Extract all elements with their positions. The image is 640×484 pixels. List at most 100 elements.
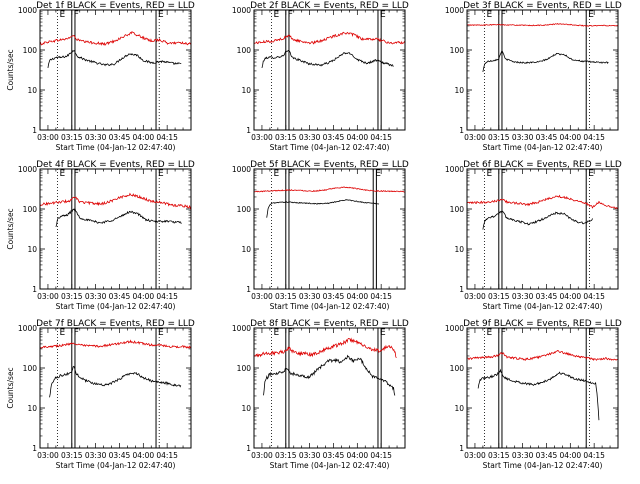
x-tick-label: 04:15 xyxy=(370,292,392,301)
x-tick-label: 03:15 xyxy=(488,292,510,301)
x-tick-label: 03:00 xyxy=(464,451,486,460)
event-marker-label: E xyxy=(158,10,164,20)
x-tick-label: 03:15 xyxy=(275,292,297,301)
event-marker-label: E xyxy=(380,328,386,338)
event-marker-label: F xyxy=(288,10,293,20)
y-tick-label: 1 xyxy=(459,285,464,294)
y-tick-label: 1 xyxy=(246,126,251,135)
y-tick-label: 100 xyxy=(237,205,252,214)
x-axis-label: Start Time (04-Jan-12 02:47:40) xyxy=(270,143,390,152)
y-axis-label: Counts/sec xyxy=(6,49,15,90)
x-tick-label: 03:15 xyxy=(488,451,510,460)
y-tick-label: 10 xyxy=(454,86,464,95)
lld-series-line xyxy=(253,186,406,193)
panel-title: Det 1f BLACK = Events, RED = LLD xyxy=(36,1,195,11)
event-marker-label: E xyxy=(375,169,381,179)
x-tick-label: 03:15 xyxy=(61,292,83,301)
x-tick-label: 03:00 xyxy=(37,451,59,460)
x-tick-label: 04:00 xyxy=(347,133,369,142)
x-tick-label: 04:00 xyxy=(133,451,155,460)
y-tick-label: 1 xyxy=(32,285,37,294)
panel-title: Det 8f BLACK = Events, RED = LLD xyxy=(250,319,409,329)
panel-title: Det 6f BLACK = Events, RED = LLD xyxy=(463,160,622,170)
y-tick-label: 1000 xyxy=(232,324,251,333)
y-axis-label: Counts/sec xyxy=(6,208,15,249)
y-tick-label: 10 xyxy=(241,86,251,95)
x-tick-label: 03:45 xyxy=(536,133,558,142)
event-marker-label: E xyxy=(588,328,594,338)
y-axis-label: Counts/sec xyxy=(6,367,15,408)
lld-series-line xyxy=(466,194,619,210)
plot-frame xyxy=(466,168,619,290)
event-marker-label: E xyxy=(380,10,386,20)
lld-series-line xyxy=(39,192,192,210)
x-axis-label: Start Time (04-Jan-12 02:47:40) xyxy=(483,302,603,311)
y-tick-label: 1000 xyxy=(445,6,464,15)
x-tick-label: 03:15 xyxy=(61,451,83,460)
x-tick-label: 04:00 xyxy=(347,292,369,301)
plot-frame xyxy=(253,327,406,449)
x-tick-label: 03:45 xyxy=(109,133,131,142)
event-marker-label: F xyxy=(288,328,293,338)
events-series-line xyxy=(477,368,600,421)
event-marker-label: F xyxy=(74,169,79,179)
events-series-line xyxy=(55,206,182,228)
x-tick-label: 03:30 xyxy=(299,451,321,460)
y-tick-label: 1000 xyxy=(445,165,464,174)
y-tick-label: 1 xyxy=(459,444,464,453)
x-tick-label: 04:15 xyxy=(156,451,178,460)
detector-panel: Det 6f BLACK = Events, RED = LLD Start Ti… xyxy=(445,160,622,311)
y-tick-label: 1000 xyxy=(18,165,37,174)
panel-title: Det 9f BLACK = Events, RED = LLD xyxy=(463,319,622,329)
x-tick-label: 03:30 xyxy=(85,292,107,301)
x-tick-label: 04:15 xyxy=(583,292,605,301)
x-tick-label: 04:15 xyxy=(156,292,178,301)
events-series-line xyxy=(482,49,609,72)
y-tick-label: 1000 xyxy=(232,6,251,15)
event-marker-label: F xyxy=(501,169,506,179)
lld-series-line xyxy=(466,350,619,361)
plot-frame xyxy=(253,9,406,131)
event-marker-label: E xyxy=(486,169,492,179)
y-tick-label: 1000 xyxy=(18,324,37,333)
panel-title: Det 4f BLACK = Events, RED = LLD xyxy=(36,160,195,170)
x-tick-label: 03:15 xyxy=(488,133,510,142)
x-tick-label: 04:15 xyxy=(583,451,605,460)
events-series-line xyxy=(49,365,182,398)
x-tick-label: 03:00 xyxy=(251,292,273,301)
y-tick-label: 10 xyxy=(454,404,464,413)
y-tick-label: 10 xyxy=(27,245,37,254)
lld-series-line xyxy=(39,339,192,349)
x-tick-label: 03:15 xyxy=(275,451,297,460)
y-tick-label: 10 xyxy=(27,404,37,413)
x-axis-label: Start Time (04-Jan-12 02:47:40) xyxy=(56,302,176,311)
lld-series-line xyxy=(253,31,406,45)
x-tick-label: 03:30 xyxy=(512,133,534,142)
x-tick-label: 03:30 xyxy=(299,292,321,301)
event-marker-label: E xyxy=(588,10,594,20)
x-tick-label: 03:30 xyxy=(512,451,534,460)
x-axis-label: Start Time (04-Jan-12 02:47:40) xyxy=(56,461,176,470)
y-tick-label: 10 xyxy=(27,86,37,95)
detector-panel: Det 2f BLACK = Events, RED = LLD Start Ti… xyxy=(232,1,409,152)
event-marker-label: E xyxy=(158,328,164,338)
lld-series-line xyxy=(466,22,619,27)
x-tick-label: 04:00 xyxy=(560,451,582,460)
x-axis-label: Start Time (04-Jan-12 02:47:40) xyxy=(270,461,390,470)
y-tick-label: 100 xyxy=(237,46,252,55)
x-axis-label: Start Time (04-Jan-12 02:47:40) xyxy=(483,143,603,152)
y-tick-label: 1 xyxy=(32,444,37,453)
panel-title: Det 2f BLACK = Events, RED = LLD xyxy=(250,1,409,11)
x-tick-label: 04:00 xyxy=(133,133,155,142)
x-tick-label: 03:30 xyxy=(512,292,534,301)
lld-series-line xyxy=(253,337,397,359)
x-tick-label: 03:00 xyxy=(251,133,273,142)
x-tick-label: 03:45 xyxy=(323,292,345,301)
x-tick-label: 03:15 xyxy=(61,133,83,142)
event-marker-label: E xyxy=(486,10,492,20)
y-tick-label: 100 xyxy=(23,205,38,214)
detector-panel: Det 4f BLACK = Events, RED = LLD Counts/s… xyxy=(6,160,195,311)
detector-panel: Det 3f BLACK = Events, RED = LLD Start Ti… xyxy=(445,1,622,152)
x-tick-label: 03:45 xyxy=(323,451,345,460)
